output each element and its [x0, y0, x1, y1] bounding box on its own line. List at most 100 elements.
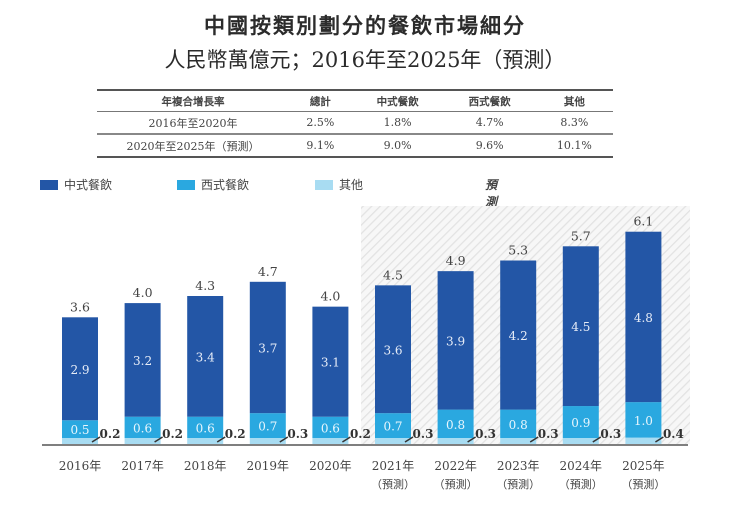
bar-segment-chinese: [375, 285, 411, 414]
bar-segment-other: [62, 438, 98, 444]
bar-segment-other: [562, 438, 599, 444]
leader-line: [216, 436, 226, 443]
data-label-chinese: 3.7: [258, 341, 277, 355]
cagr-period: 2020年至2025年（預測）: [126, 139, 260, 153]
table-row: 2016年至2020年 2.5% 1.8% 4.7% 8.3%: [97, 111, 613, 135]
bar-segment-western: [500, 409, 537, 438]
data-label-western: 0.7: [258, 420, 277, 434]
x-tick-label: 2023年: [497, 459, 540, 473]
bar-segment-western: [312, 416, 349, 438]
chart-title: 中國按類別劃分的餐飲市場細分: [204, 14, 526, 38]
data-label-chinese: 4.8: [634, 311, 653, 325]
bar-segment-western: [62, 420, 98, 438]
data-label-total: 4.3: [195, 278, 215, 293]
data-label-total: 5.7: [571, 228, 591, 243]
bar-segment-western: [375, 413, 411, 438]
x-tick-label: 2022年: [434, 459, 477, 473]
bar-segment-other: [500, 438, 537, 444]
data-label-western: 1.0: [634, 414, 653, 428]
bar-segment-other: [312, 438, 349, 444]
data-label-other: 0.3: [413, 427, 434, 441]
leader-line: [91, 436, 101, 443]
cagr-value: 9.1%: [306, 139, 335, 152]
data-label-western: 0.8: [509, 418, 528, 432]
x-tick-label: 2019年: [247, 459, 290, 473]
legend-swatch: [315, 179, 333, 190]
bar-segment-western: [437, 409, 474, 438]
data-label-western: 0.6: [321, 421, 340, 435]
data-label-total: 4.9: [446, 253, 466, 268]
leader-line: [655, 436, 664, 443]
x-tick-label: 2017年: [121, 459, 164, 473]
bar-segment-chinese: [625, 231, 662, 403]
data-label-western: 0.6: [196, 421, 215, 435]
legend-item-chinese: 中式餐飲: [40, 176, 112, 193]
bar-segment-other: [437, 438, 474, 444]
data-label-other: 0.3: [475, 427, 496, 441]
cagr-value: 9.0%: [383, 139, 412, 152]
data-label-chinese: 2.9: [70, 363, 89, 377]
cagr-value: 8.3%: [535, 111, 613, 135]
data-label-total: 6.1: [633, 214, 653, 229]
legend-label: 中式餐飲: [64, 178, 113, 192]
cagr-value: 1.8%: [351, 111, 444, 135]
data-label-chinese: 3.6: [383, 343, 402, 357]
data-label-total: 4.7: [258, 264, 278, 279]
data-label-chinese: 3.2: [133, 354, 152, 368]
cagr-value: 10.1%: [556, 139, 592, 152]
bar-segment-western: [124, 416, 161, 438]
x-tick-label: 2024年: [560, 459, 603, 473]
cagr-header-label: 年複合增長率: [97, 90, 289, 112]
x-tick-sublabel: （預測）: [621, 477, 665, 491]
bar-segment-western: [625, 402, 662, 438]
data-label-total: 5.3: [508, 243, 528, 258]
cagr-table-header: 年複合增長率 總計 中式餐飲 西式餐飲 其他: [97, 90, 613, 112]
data-label-western: 0.9: [571, 416, 590, 430]
bar-segment-chinese: [500, 260, 537, 410]
bar-segment-chinese: [249, 281, 286, 414]
data-label-other: 0.2: [100, 427, 121, 441]
legend-swatch: [40, 179, 58, 190]
data-label-total: 4.5: [383, 267, 403, 282]
data-label-other: 0.3: [287, 427, 308, 441]
bar-segment-other: [625, 437, 662, 444]
leader-line: [592, 436, 602, 443]
data-label-western: 0.5: [70, 423, 89, 437]
leader-line: [467, 436, 476, 443]
legend-forecast-label: 預測: [485, 178, 498, 209]
cagr-header-total: 總計: [289, 90, 352, 112]
legend-label: 其他: [339, 178, 364, 192]
data-label-western: 0.8: [446, 418, 465, 432]
x-tick-label: 2018年: [184, 459, 227, 473]
leader-line: [404, 436, 414, 443]
data-label-western: 0.6: [133, 421, 152, 435]
bar-segment-chinese: [562, 246, 599, 407]
cagr-value: 2.5%: [289, 111, 352, 135]
bar-segment-western: [249, 413, 286, 438]
bar-segment-chinese: [62, 317, 98, 421]
chart-subtitle: 人民幣萬億元；2016年至2025年（預測）: [164, 48, 566, 72]
x-tick-label: 2016年: [59, 459, 102, 473]
legend-label: 西式餐飲: [201, 178, 250, 192]
data-label-western: 0.7: [383, 420, 402, 434]
bar-segment-chinese: [124, 303, 161, 417]
bar-segment-other: [124, 438, 161, 444]
bar-segment-other: [249, 438, 286, 444]
data-label-chinese: 4.5: [571, 320, 590, 334]
data-label-other: 0.3: [600, 427, 621, 441]
x-tick-sublabel: （預測）: [496, 477, 540, 491]
x-tick-label: 2020年: [309, 459, 352, 473]
x-tick-label: 2021年: [372, 459, 415, 473]
cagr-value: 4.7%: [443, 111, 536, 135]
x-tick-sublabel: （預測）: [434, 477, 478, 491]
data-label-chinese: 3.1: [321, 356, 340, 370]
data-label-other: 0.2: [350, 427, 371, 441]
leader-line: [279, 436, 289, 443]
table-row: 2020年至2025年（預測） 9.1% 9.0% 9.6% 10.1%: [97, 134, 613, 157]
data-label-total: 4.0: [133, 285, 153, 300]
bar-segment-other: [187, 438, 224, 444]
legend-item-western: 西式餐飲: [177, 176, 249, 193]
cagr-table: 年複合增長率 總計 中式餐飲 西式餐飲 其他 2016年至2020年 2.5% …: [97, 89, 613, 158]
x-tick-label: 2025年: [622, 459, 665, 473]
legend-swatch: [177, 179, 195, 190]
